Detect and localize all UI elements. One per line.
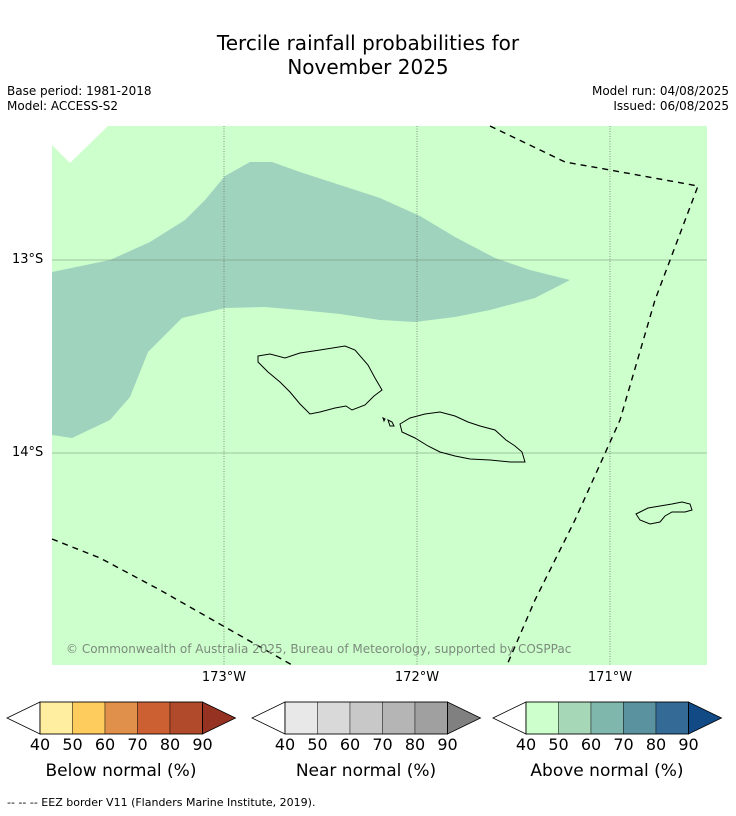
colorbar-tick-label: 50 bbox=[307, 735, 328, 754]
colorbar-segment bbox=[104, 701, 138, 735]
colorbar-segment bbox=[284, 701, 318, 735]
model-run: Model run: 04/08/2025 bbox=[591, 84, 729, 98]
colorbar-low-arrow bbox=[6, 701, 41, 735]
legend-above-normal: 40 50 60 70 80 90 Above normal (%) bbox=[492, 700, 723, 790]
colorbar-segment bbox=[39, 701, 73, 735]
colorbar-segment bbox=[655, 701, 689, 735]
colorbar-tick-label: 50 bbox=[548, 735, 569, 754]
colorbar-tick-label: 60 bbox=[339, 735, 361, 754]
colorbar-outline bbox=[39, 701, 203, 735]
colorbar-tick-label: 90 bbox=[437, 735, 458, 754]
colorbar-segment bbox=[590, 701, 624, 735]
colorbar-high-arrow bbox=[688, 701, 723, 735]
colorbar-segment bbox=[349, 701, 383, 735]
colorbar-segment bbox=[525, 701, 559, 735]
colorbar-tick-label: 60 bbox=[580, 735, 602, 754]
map-panel bbox=[51, 125, 707, 666]
colorbar-ticks-above: 40 50 60 70 80 90 bbox=[492, 735, 722, 755]
islands bbox=[257, 345, 693, 525]
colorbar-tick-label: 40 bbox=[29, 735, 51, 754]
issued-date: Issued: 06/08/2025 bbox=[613, 99, 729, 113]
island-upolu bbox=[399, 411, 526, 463]
base-period: Base period: 1981-2018 bbox=[7, 84, 152, 98]
colorbar-segment bbox=[72, 701, 106, 735]
title-line-1: Tercile rainfall probabilities for bbox=[216, 31, 520, 55]
colorbar-segment bbox=[382, 701, 416, 735]
lat-label-13s: 13°S bbox=[12, 252, 44, 267]
eez-borders bbox=[51, 125, 699, 666]
colorbar-tick-label: 90 bbox=[678, 735, 699, 754]
colorbar-near-normal bbox=[251, 701, 482, 735]
title-line-2: November 2025 bbox=[287, 55, 449, 79]
island-tutuila bbox=[635, 501, 693, 525]
legend-title-above: Above normal (%) bbox=[530, 761, 684, 781]
colorbar-above-normal bbox=[492, 701, 723, 735]
lon-label-172w: 172°W bbox=[394, 670, 440, 685]
colorbar-tick-label: 90 bbox=[192, 735, 213, 754]
lon-label-173w: 173°W bbox=[201, 670, 247, 685]
lat-label-14s: 14°S bbox=[12, 445, 44, 460]
colorbar-segment bbox=[558, 701, 592, 735]
island-manono bbox=[387, 419, 395, 427]
chart-title: Tercile rainfall probabilities for Novem… bbox=[0, 31, 736, 79]
copyright-notice: © Commonwealth of Australia 2025, Bureau… bbox=[66, 642, 572, 656]
colorbar-low-arrow bbox=[251, 701, 286, 735]
eez-border-south-west bbox=[51, 538, 293, 666]
colorbar-tick-label: 70 bbox=[372, 735, 393, 754]
colorbar-high-arrow bbox=[202, 701, 237, 735]
colorbar-segment bbox=[137, 701, 171, 735]
legend-near-normal: 40 50 60 70 80 90 Near normal (%) bbox=[251, 700, 482, 790]
colorbar-ticks-near: 40 50 60 70 80 90 bbox=[251, 735, 481, 755]
map-white-notch bbox=[52, 126, 108, 163]
legend-title-below: Below normal (%) bbox=[45, 761, 197, 781]
colorbar-ticks-below: 40 50 60 70 80 90 bbox=[6, 735, 236, 755]
colorbar-tick-label: 70 bbox=[613, 735, 634, 754]
shaded-probability-region bbox=[52, 162, 570, 438]
legend-title-near: Near normal (%) bbox=[295, 761, 437, 781]
island-apolima bbox=[382, 417, 386, 423]
gridlines bbox=[52, 126, 707, 665]
legend-below-normal: 40 50 60 70 80 90 Below normal (%) bbox=[6, 700, 237, 790]
colorbar-segment bbox=[317, 701, 351, 735]
colorbar-below-normal bbox=[6, 701, 237, 735]
colorbar-segment bbox=[414, 701, 448, 735]
colorbar-high-arrow bbox=[447, 701, 482, 735]
lon-label-171w: 171°W bbox=[587, 670, 633, 685]
colorbar-tick-label: 80 bbox=[159, 735, 181, 754]
colorbar-segment bbox=[169, 701, 203, 735]
colorbar-tick-label: 60 bbox=[94, 735, 116, 754]
island-savaii bbox=[257, 345, 383, 415]
colorbar-segment bbox=[623, 701, 657, 735]
colorbar-outline bbox=[525, 701, 689, 735]
eez-footnote: -- -- -- EEZ border V11 (Flanders Marine… bbox=[7, 796, 316, 809]
colorbar-tick-label: 50 bbox=[62, 735, 83, 754]
model-name: Model: ACCESS-S2 bbox=[7, 99, 119, 113]
colorbar-low-arrow bbox=[492, 701, 527, 735]
meta-left: Base period: 1981-2018 Model: ACCESS-S2 bbox=[7, 84, 152, 114]
colorbar-tick-label: 40 bbox=[515, 735, 537, 754]
meta-right: Model run: 04/08/2025 Issued: 06/08/2025 bbox=[592, 84, 729, 114]
colorbar-tick-label: 40 bbox=[274, 735, 296, 754]
colorbar-tick-label: 80 bbox=[645, 735, 667, 754]
colorbar-tick-label: 80 bbox=[404, 735, 426, 754]
colorbar-tick-label: 70 bbox=[127, 735, 148, 754]
colorbar-outline bbox=[284, 701, 448, 735]
